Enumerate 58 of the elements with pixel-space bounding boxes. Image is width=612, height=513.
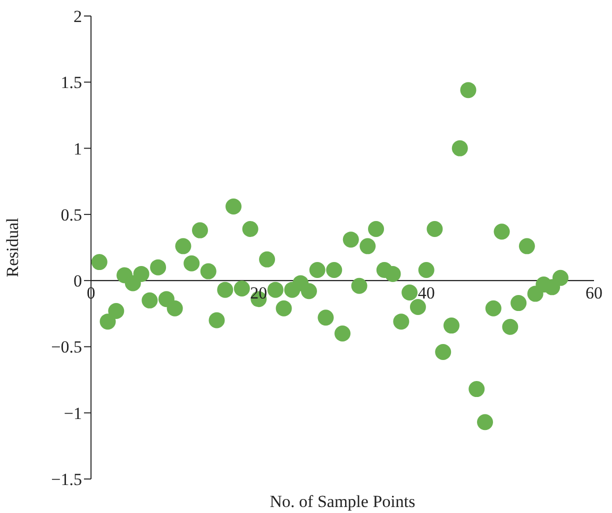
point: [234, 280, 250, 297]
point: [91, 254, 108, 270]
y-tick-label: −0.5: [51, 338, 82, 357]
y-tick-label: 1: [74, 139, 82, 158]
point: [485, 300, 502, 316]
point: [326, 262, 342, 278]
point: [142, 292, 158, 308]
point: [100, 314, 116, 330]
point: [518, 238, 535, 254]
y-tick-label: 0: [74, 272, 82, 291]
point: [226, 198, 242, 214]
point: [267, 282, 284, 298]
point: [435, 344, 452, 360]
point: [150, 259, 166, 276]
point: [452, 140, 468, 156]
point: [175, 238, 192, 254]
point: [259, 251, 276, 268]
point: [368, 220, 384, 237]
point: [502, 318, 518, 335]
y-axis-title: Residual: [3, 217, 22, 278]
y-tick-label: 1.5: [60, 73, 82, 92]
point: [443, 318, 460, 334]
point: [384, 266, 401, 282]
point: [460, 82, 476, 98]
point: [300, 283, 317, 300]
point: [468, 381, 485, 398]
point: [426, 220, 443, 237]
point: [552, 270, 568, 286]
point: [208, 312, 225, 328]
point: [200, 263, 216, 280]
x-tick-label: 40: [418, 284, 435, 303]
point: [510, 295, 527, 312]
y-tick-label: −1.5: [51, 470, 82, 490]
point: [133, 266, 150, 282]
point: [351, 278, 368, 294]
point: [276, 300, 292, 316]
point: [494, 224, 510, 240]
point: [166, 300, 183, 316]
point: [192, 222, 208, 238]
point: [217, 282, 234, 298]
x-axis-title: No. of Sample Points: [270, 492, 416, 511]
point: [242, 220, 258, 237]
y-tick-label: 0.5: [60, 205, 82, 224]
point: [334, 325, 350, 342]
point: [418, 262, 434, 278]
point: [410, 299, 426, 316]
x-tick-label: 60: [586, 284, 602, 303]
point: [402, 284, 418, 300]
y-tick-label: 2: [74, 7, 82, 26]
y-tick-label: −1: [64, 404, 82, 423]
point: [393, 314, 410, 330]
point: [360, 238, 376, 254]
point: [108, 302, 124, 319]
point: [318, 310, 334, 326]
point: [309, 262, 326, 278]
point: [342, 232, 359, 248]
point: [184, 255, 200, 272]
point: [477, 414, 494, 430]
